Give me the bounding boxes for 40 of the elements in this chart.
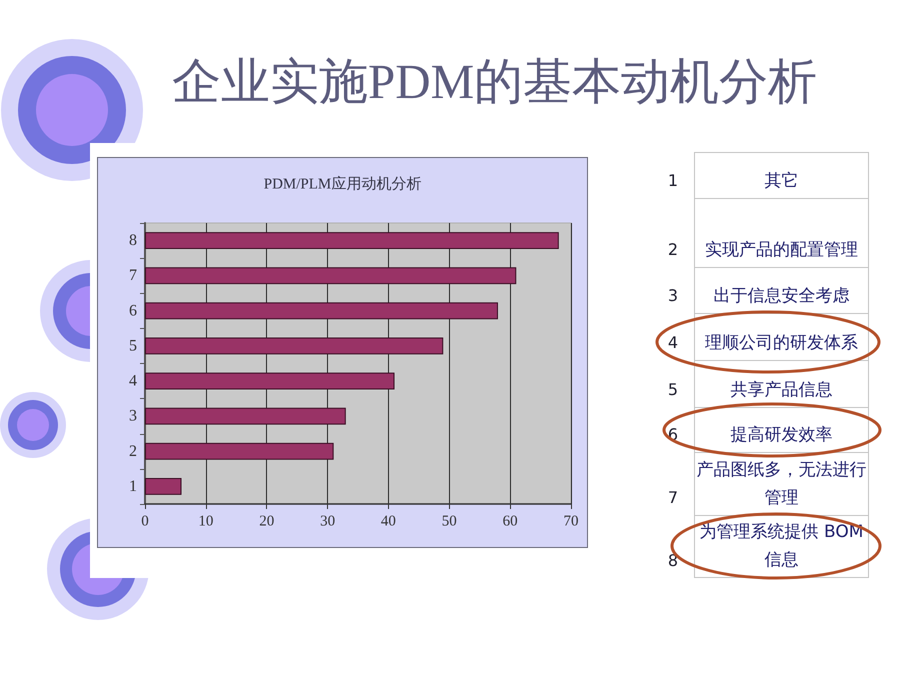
text: 理顺公司的研发体系 (704, 332, 859, 355)
x-tick-label: 60 (502, 514, 518, 530)
x-tick-label: 0 (141, 514, 149, 530)
y-tick-label: 4 (129, 372, 137, 390)
bar (145, 408, 346, 425)
y-tick-label: 8 (129, 232, 137, 250)
y-tick-label: 3 (129, 408, 137, 425)
text: 提高研发效率 (730, 424, 834, 447)
x-tick-label: 40 (380, 514, 396, 530)
x-tick-label: 30 (320, 514, 336, 530)
x-tick-label: 50 (442, 514, 457, 530)
text: 2 (666, 239, 680, 261)
text: 出于信息安全考虑 (712, 285, 850, 308)
bar (145, 338, 444, 354)
bar (145, 267, 516, 284)
text: 7 (666, 487, 680, 509)
y-tick-label: 6 (129, 302, 137, 320)
text: 4 (666, 332, 680, 354)
bar (145, 442, 334, 460)
text: 3 (666, 285, 680, 307)
text: 1 (666, 170, 680, 192)
text: 5 (666, 379, 680, 401)
y-tick-label: 5 (129, 337, 137, 354)
x-tick-label: 10 (198, 514, 214, 530)
y-tick-label: 1 (129, 478, 137, 495)
bar (145, 478, 182, 495)
y-tick-label: 2 (129, 442, 137, 460)
text: 产品图纸多，无法进行管理 (696, 459, 868, 510)
text: 实现产品的配置管理 (704, 239, 859, 262)
bar (145, 372, 395, 390)
chart-title: 企业实施PDM的基本动机分析 (172, 53, 818, 111)
text: 共享产品信息 (730, 379, 834, 402)
chart-subtitle: PDM/PLM应用动机分析 (264, 176, 422, 192)
bar (145, 232, 559, 249)
x-tick-label: 20 (259, 514, 274, 530)
y-tick-label: 7 (129, 267, 137, 284)
text: 其它 (764, 170, 800, 193)
text: 8 (666, 550, 680, 572)
bar (145, 302, 498, 320)
x-tick-label: 70 (564, 514, 578, 530)
